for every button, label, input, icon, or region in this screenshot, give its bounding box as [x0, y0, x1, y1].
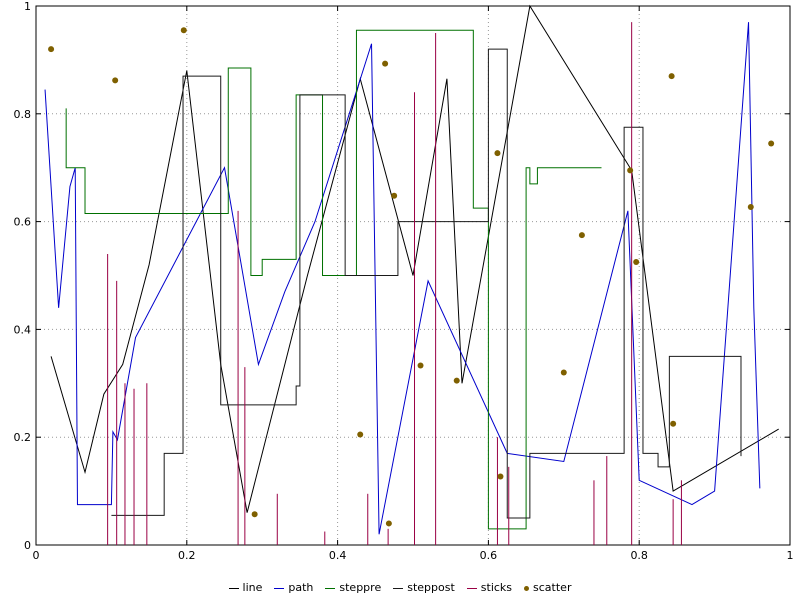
axis-border: [35, 5, 791, 546]
series-path: [44, 22, 761, 535]
x-tick-label: 0.6: [480, 549, 498, 562]
plot-svg: 0 0.2 0.4 0.6 0.8 1 0 0.2 0.4 0.6 0.8 1: [14, 0, 794, 562]
legend-marker-line-dash-icon: [228, 587, 239, 589]
y-tick-label: 0.8: [14, 108, 32, 121]
x-tick-label: 0.4: [329, 549, 347, 562]
y-tick-label: 0: [24, 539, 31, 552]
legend-label-steppre: steppre: [339, 581, 382, 594]
legend-marker-scatter-dot-icon: [524, 585, 530, 591]
x-tick-label: 0: [33, 549, 40, 562]
legend-item-line: line: [228, 581, 263, 594]
y-tick-label: 0.2: [14, 431, 32, 444]
series-sticks: [107, 22, 682, 545]
legend-label-scatter: scatter: [533, 581, 572, 594]
legend-label-steppost: steppost: [407, 581, 455, 594]
legend: line path steppre steppost sticks scatter: [0, 581, 800, 594]
ticks: 0 0.2 0.4 0.6 0.8 1 0 0.2 0.4 0.6 0.8 1: [14, 0, 794, 562]
legend-item-steppre: steppre: [325, 581, 381, 594]
series-steppost: [111, 48, 742, 519]
x-tick-label: 1: [787, 549, 794, 562]
legend-label-line: line: [242, 581, 263, 594]
series-scatter: [48, 27, 775, 527]
x-tick-label: 0.8: [630, 549, 648, 562]
legend-marker-sticks-dash-icon: [466, 587, 477, 589]
legend-item-steppost: steppost: [393, 581, 455, 594]
legend-marker-path-dash-icon: [274, 587, 285, 589]
legend-item-path: path: [274, 581, 313, 594]
legend-label-path: path: [288, 581, 314, 594]
legend-item-sticks: sticks: [466, 581, 513, 594]
legend-label-sticks: sticks: [480, 581, 513, 594]
series-steppre: [65, 29, 602, 530]
legend-marker-steppre-dash-icon: [325, 587, 336, 589]
y-tick-label: 0.6: [14, 216, 32, 229]
y-tick-label: 0.4: [14, 323, 32, 336]
legend-item-scatter: scatter: [524, 581, 571, 594]
x-tick-label: 0.2: [178, 549, 196, 562]
legend-marker-steppost-dash-icon: [393, 587, 404, 589]
y-tick-label: 1: [24, 0, 31, 13]
